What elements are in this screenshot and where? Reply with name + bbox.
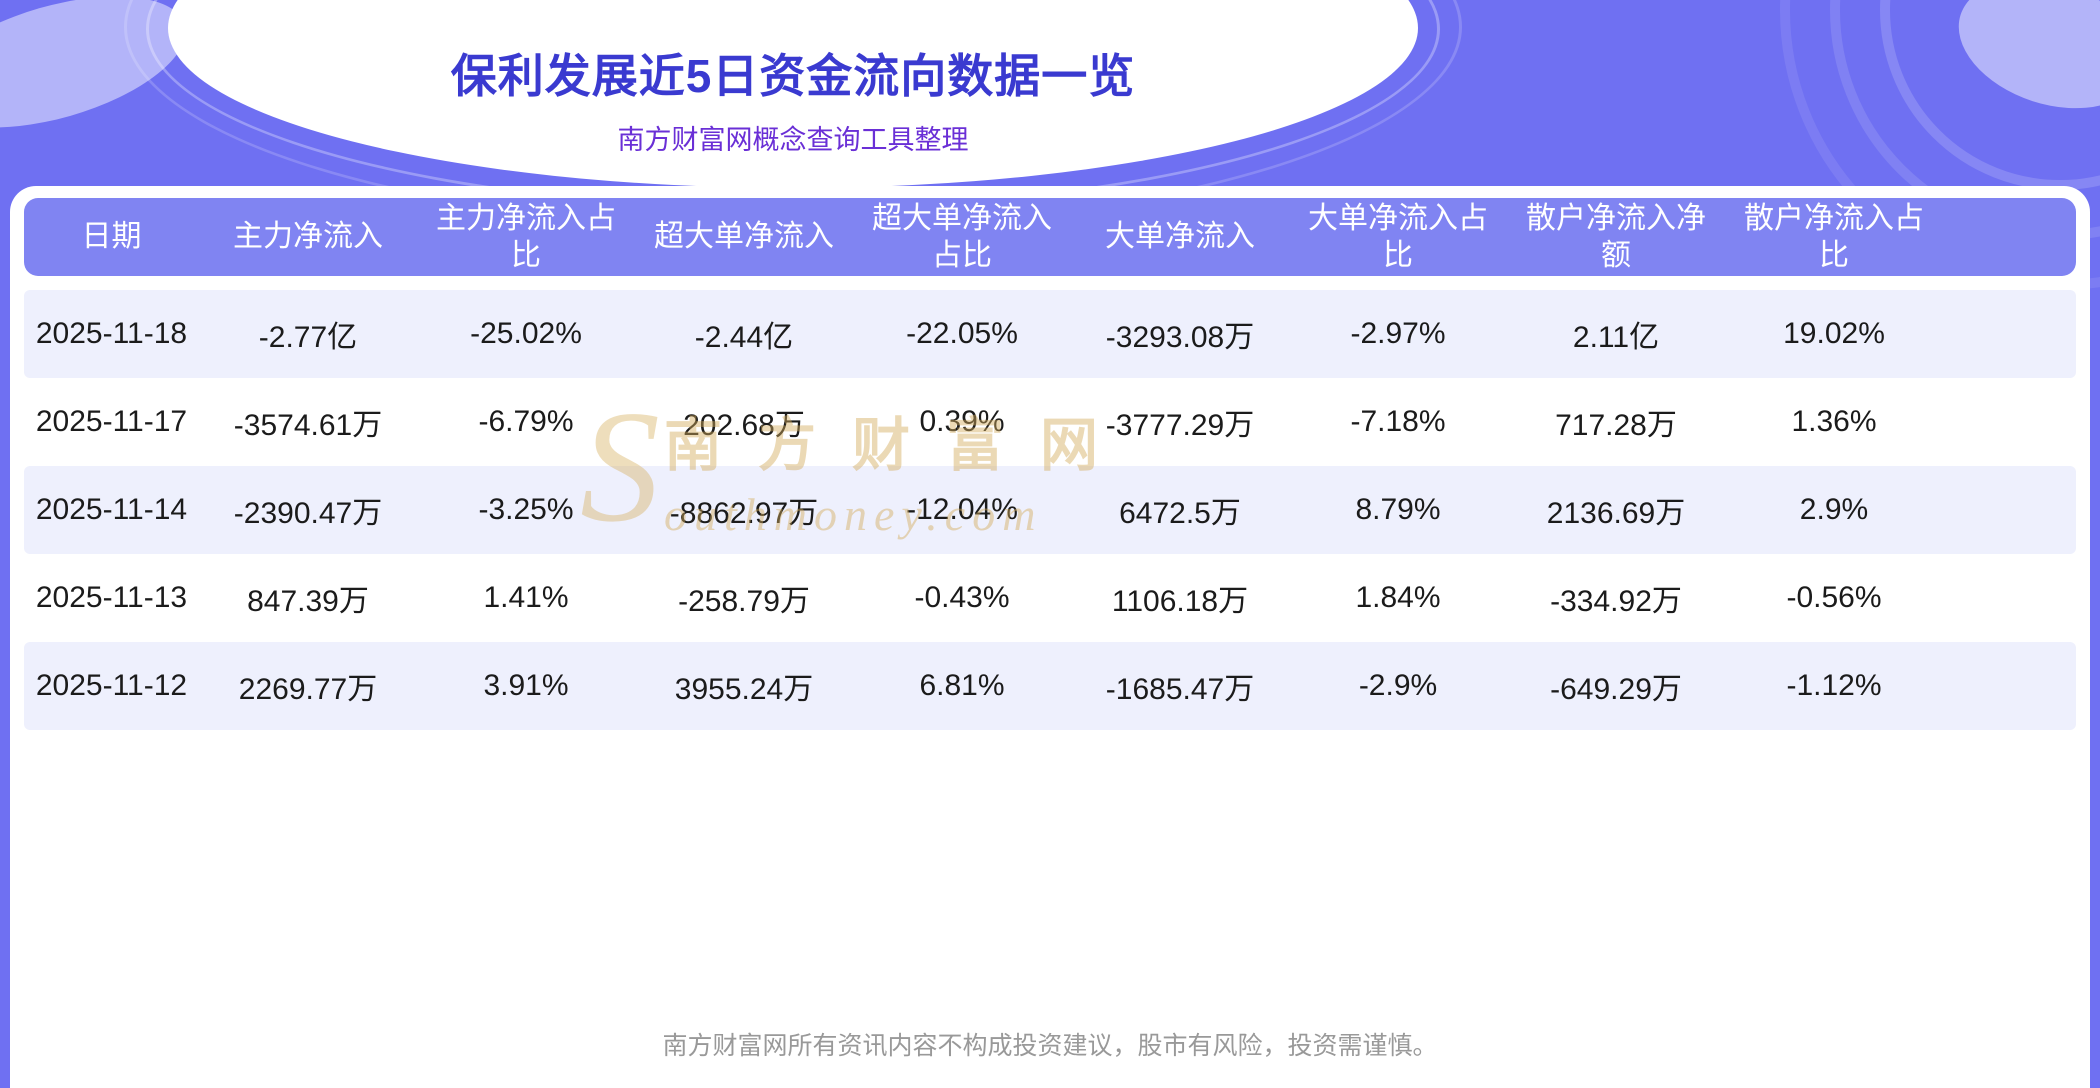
column-header-retail-ratio: 散户净流入占比: [1725, 200, 1943, 275]
cell-value: -258.79万: [678, 585, 810, 618]
cell-value: -2.44亿: [694, 321, 794, 354]
cell-value: -649.29万: [1550, 673, 1682, 706]
cell-value: 0.39%: [919, 405, 1005, 438]
column-header-label: 主力净流入占比: [436, 201, 616, 273]
column-header-label: 大单净流入占比: [1308, 201, 1488, 273]
cell-value: -3777.29万: [1105, 409, 1255, 442]
cell-date: 2025-11-13: [35, 581, 188, 614]
column-header-label: 主力净流入: [233, 220, 383, 254]
cell-value: -3293.08万: [1105, 321, 1255, 354]
cell-date: 2025-11-14: [35, 493, 188, 526]
cell-date: 2025-11-12: [35, 669, 188, 702]
cell-value: -2.9%: [1358, 669, 1438, 702]
fund-flow-table: 日期 主力净流入 主力净流入占比 超大单净流入 超大单净流入占比 大单净流入 大…: [24, 198, 2076, 730]
table-row: 2025-11-14 -2390.47万 -3.25% -8862.97万 -1…: [24, 466, 2076, 554]
column-header-xl-order-ratio: 超大单净流入占比: [853, 200, 1071, 275]
cell-value: -3574.61万: [233, 409, 383, 442]
page-title: 保利发展近5日资金流向数据一览: [450, 50, 1136, 102]
cell-value: 1.36%: [1791, 405, 1877, 438]
column-header-main-inflow-ratio: 主力净流入占比: [417, 200, 635, 275]
page-subtitle: 南方财富网概念查询工具整理: [617, 125, 969, 155]
cell-value: -2390.47万: [233, 497, 383, 530]
cell-value: 6472.5万: [1119, 497, 1241, 530]
cell-value: -2.77亿: [258, 321, 358, 354]
column-header-retail-inflow: 散户净流入净额: [1507, 200, 1725, 275]
column-header-label: 超大单净流入: [654, 220, 834, 254]
column-header-main-inflow: 主力净流入: [199, 218, 417, 256]
column-header-label: 大单净流入: [1105, 220, 1255, 254]
table-row: 2025-11-18 -2.77亿 -25.02% -2.44亿 -22.05%…: [24, 290, 2076, 378]
top-banner: 保利发展近5日资金流向数据一览 南方财富网概念查询工具整理: [0, 0, 2100, 290]
cell-value: -8862.97万: [669, 497, 819, 530]
cell-value: 202.68万: [683, 409, 805, 442]
cell-value: 847.39万: [247, 585, 369, 618]
cell-value: 8.79%: [1355, 493, 1441, 526]
table-header-row: 日期 主力净流入 主力净流入占比 超大单净流入 超大单净流入占比 大单净流入 大…: [24, 198, 2076, 276]
cell-value: -1.12%: [1786, 669, 1882, 702]
cell-value: -25.02%: [470, 317, 582, 350]
cell-value: 3955.24万: [674, 673, 814, 706]
cell-value: -3.25%: [478, 493, 574, 526]
cell-value: 19.02%: [1783, 317, 1885, 350]
disclaimer-text: 南方财富网所有资讯内容不构成投资建议，股市有风险，投资需谨慎。: [662, 1032, 1438, 1060]
cell-value: 1.84%: [1355, 581, 1441, 614]
cell-value: 2136.69万: [1546, 497, 1686, 530]
cell-value: -7.18%: [1350, 405, 1446, 438]
cell-value: -1685.47万: [1105, 673, 1255, 706]
column-header-large-order-inflow: 大单净流入: [1071, 218, 1289, 256]
cell-value: 2269.77万: [238, 673, 378, 706]
column-header-label: 散户净流入占比: [1744, 201, 1924, 273]
content-card: 日期 主力净流入 主力净流入占比 超大单净流入 超大单净流入占比 大单净流入 大…: [10, 186, 2090, 1088]
cell-value: 717.28万: [1555, 409, 1677, 442]
cell-value: 2.11亿: [1572, 321, 1660, 354]
column-header-xl-order-inflow: 超大单净流入: [635, 218, 853, 256]
cell-value: 1.41%: [483, 581, 569, 614]
column-header-label: 散户净流入净额: [1526, 201, 1706, 273]
cell-date: 2025-11-17: [35, 405, 188, 438]
cell-value: -334.92万: [1550, 585, 1682, 618]
column-header-label: 超大单净流入占比: [872, 201, 1052, 273]
cell-value: -0.56%: [1786, 581, 1882, 614]
cell-value: -6.79%: [478, 405, 574, 438]
column-header-date: 日期: [24, 218, 199, 256]
cell-date: 2025-11-18: [35, 317, 188, 350]
table-row: 2025-11-17 -3574.61万 -6.79% 202.68万 0.39…: [24, 378, 2076, 466]
cell-value: -0.43%: [914, 581, 1010, 614]
column-header-large-order-ratio: 大单净流入占比: [1289, 200, 1507, 275]
cell-value: 6.81%: [919, 669, 1005, 702]
cell-value: -12.04%: [906, 493, 1018, 526]
column-header-label: 日期: [81, 220, 142, 254]
cell-value: 1106.18万: [1111, 585, 1249, 618]
cell-value: -2.97%: [1350, 317, 1446, 350]
table-row: 2025-11-13 847.39万 1.41% -258.79万 -0.43%…: [24, 554, 2076, 642]
cell-value: 3.91%: [483, 669, 569, 702]
cell-value: 2.9%: [1799, 493, 1869, 526]
table-row: 2025-11-12 2269.77万 3.91% 3955.24万 6.81%…: [24, 642, 2076, 730]
cell-value: -22.05%: [906, 317, 1018, 350]
